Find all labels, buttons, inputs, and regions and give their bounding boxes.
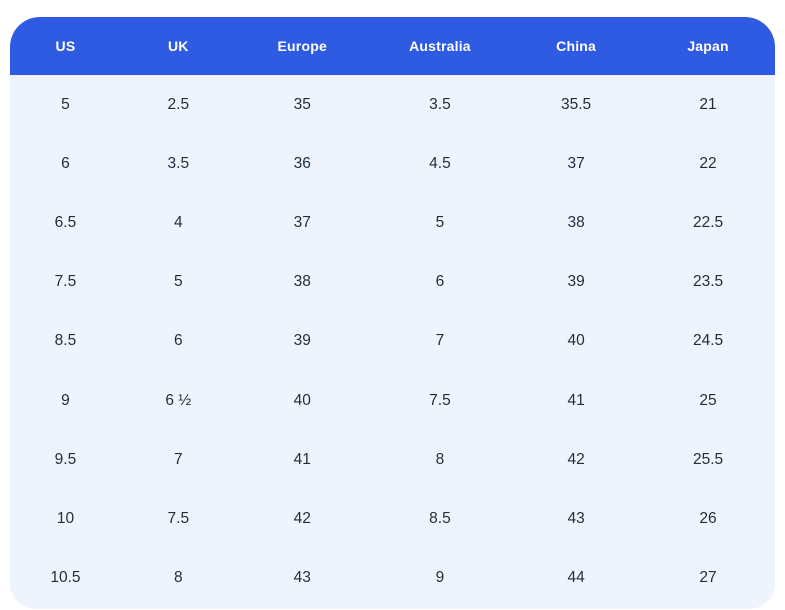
table-cell: 39	[293, 332, 311, 350]
table-cell: 4	[173, 213, 183, 231]
table-cell: 2.5	[167, 95, 190, 113]
size-conversion-table: US UK Europe Australia China Japan 5 2.5 35 3.5 3…	[10, 17, 775, 608]
table-cell: 6	[435, 273, 445, 291]
table-cell: 37	[567, 154, 585, 172]
table-cell: 43	[567, 509, 585, 527]
table-cell: 9	[435, 569, 445, 587]
table-cell: 3.5	[429, 95, 451, 113]
table-cell: 7.5	[429, 391, 451, 409]
table-cell: 8	[173, 569, 183, 587]
table-cell: 44	[567, 569, 585, 587]
table-cell: 24.5	[692, 332, 724, 350]
table-cell: 40	[567, 332, 585, 350]
column-header-us: US	[55, 38, 76, 54]
table-cell: 8	[435, 450, 445, 468]
table-header: US UK Europe Australia China Japan	[10, 17, 775, 75]
table-cell: 6 ½	[165, 391, 192, 409]
table-row: 6.5 4 37 5 38 22.5	[10, 193, 775, 252]
table-cell: 5	[61, 95, 70, 113]
table-cell: 41	[293, 450, 311, 468]
table-cell: 38	[293, 273, 311, 291]
table-cell: 9	[61, 391, 70, 409]
table-cell: 7	[173, 450, 183, 468]
table-cell: 9.5	[54, 450, 77, 468]
table-row: 10 7.5 42 8.5 43 26	[10, 489, 775, 548]
table-cell: 21	[699, 95, 717, 113]
table-row: 10.5 8 43 9 44 27	[10, 549, 775, 608]
table-cell: 25.5	[692, 450, 724, 468]
table-cell: 37	[293, 213, 311, 231]
column-header-japan: Japan	[687, 38, 729, 54]
table-body: 5 2.5 35 3.5 35.5 21 6 3.5 36 4.5 37 22 6.5 4 37 5 38 22.…	[10, 75, 775, 608]
table-cell: 22	[699, 154, 717, 172]
table-cell: 35	[293, 95, 311, 113]
table-cell: 6.5	[54, 213, 77, 231]
column-header-australia: Australia	[409, 38, 471, 54]
table-cell: 41	[567, 391, 585, 409]
table-row: 5 2.5 35 3.5 35.5 21	[10, 75, 775, 134]
table-cell: 26	[699, 509, 717, 527]
table-cell: 25	[699, 391, 717, 409]
table-cell: 10	[56, 509, 75, 527]
column-header-europe: Europe	[277, 38, 327, 54]
table-cell: 8.5	[54, 332, 77, 350]
table-cell: 7.5	[167, 509, 190, 527]
table-row: 8.5 6 39 7 40 24.5	[10, 312, 775, 371]
table-cell: 42	[567, 450, 585, 468]
table-row: 7.5 5 38 6 39 23.5	[10, 253, 775, 312]
table-cell: 8.5	[429, 509, 451, 527]
table-cell: 23.5	[692, 273, 724, 291]
table-cell: 5	[435, 213, 445, 231]
table-cell: 4.5	[429, 154, 451, 172]
table-header-row: US UK Europe Australia China Japan	[10, 17, 775, 75]
table-cell: 6	[173, 332, 183, 350]
table-cell: 43	[293, 569, 311, 587]
column-header-china: China	[556, 38, 597, 54]
table-cell: 10.5	[50, 569, 81, 587]
table-cell: 27	[699, 569, 717, 587]
column-header-uk: UK	[167, 38, 189, 54]
table-cell: 36	[293, 154, 311, 172]
table-row: 9 6 ½ 40 7.5 41 25	[10, 371, 775, 430]
table-row: 9.5 7 41 8 42 25.5	[10, 430, 775, 489]
table-cell: 3.5	[167, 154, 190, 172]
table-cell: 38	[567, 213, 585, 231]
table-cell: 42	[293, 509, 311, 527]
size-conversion-card: US UK Europe Australia China Japan 5 2.5 35 3.5 3…	[10, 17, 775, 609]
table-cell: 35.5	[561, 95, 592, 113]
table-cell: 7.5	[54, 273, 77, 291]
table-row: 6 3.5 36 4.5 37 22	[10, 134, 775, 193]
table-cell: 6	[61, 154, 70, 172]
table-cell: 22.5	[692, 213, 724, 231]
table-cell: 5	[173, 273, 183, 291]
table-cell: 39	[567, 273, 585, 291]
table-cell: 7	[435, 332, 445, 350]
table-cell: 40	[293, 391, 311, 409]
